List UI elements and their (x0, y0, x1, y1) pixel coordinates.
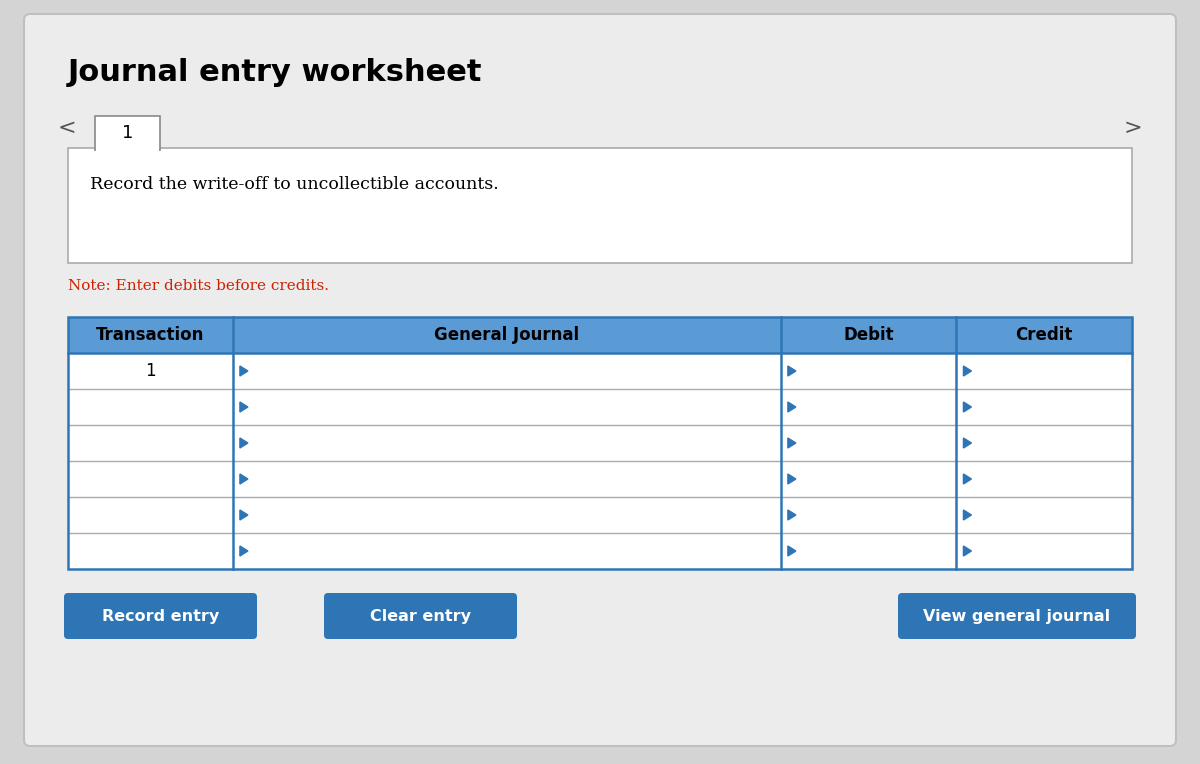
Text: Debit: Debit (844, 326, 894, 344)
Bar (68, 389, 1132, 425)
Polygon shape (788, 474, 796, 484)
FancyBboxPatch shape (68, 148, 1132, 263)
Polygon shape (788, 546, 796, 556)
FancyBboxPatch shape (898, 593, 1136, 639)
Polygon shape (964, 546, 972, 556)
Text: View general journal: View general journal (924, 608, 1110, 623)
Bar (68, 425, 1132, 461)
Polygon shape (240, 402, 248, 412)
Text: 1: 1 (122, 124, 133, 142)
Text: Transaction: Transaction (96, 326, 205, 344)
FancyBboxPatch shape (95, 116, 160, 150)
FancyBboxPatch shape (24, 14, 1176, 746)
Polygon shape (964, 402, 972, 412)
Text: General Journal: General Journal (434, 326, 580, 344)
Polygon shape (788, 510, 796, 520)
Polygon shape (240, 438, 248, 448)
Bar (96, 148, 158, 151)
Bar (68, 317, 1132, 353)
Text: >: > (1123, 118, 1142, 138)
Bar (68, 497, 1132, 533)
Text: <: < (58, 118, 77, 138)
Text: Note: Enter debits before credits.: Note: Enter debits before credits. (68, 279, 329, 293)
Bar (68, 317, 1132, 569)
Polygon shape (240, 474, 248, 484)
Text: Record entry: Record entry (102, 608, 220, 623)
Text: Journal entry worksheet: Journal entry worksheet (68, 58, 482, 87)
Bar (68, 533, 1132, 569)
Text: 1: 1 (145, 362, 156, 380)
Text: Clear entry: Clear entry (370, 608, 470, 623)
Bar (68, 353, 1132, 389)
Polygon shape (240, 546, 248, 556)
Polygon shape (964, 474, 972, 484)
Polygon shape (240, 510, 248, 520)
Polygon shape (964, 510, 972, 520)
Polygon shape (788, 402, 796, 412)
Text: Record the write-off to uncollectible accounts.: Record the write-off to uncollectible ac… (90, 176, 499, 193)
Polygon shape (240, 366, 248, 376)
Bar (68, 461, 1132, 497)
Polygon shape (788, 366, 796, 376)
Polygon shape (788, 438, 796, 448)
Polygon shape (964, 438, 972, 448)
FancyBboxPatch shape (64, 593, 257, 639)
Text: Credit: Credit (1015, 326, 1073, 344)
Polygon shape (964, 366, 972, 376)
FancyBboxPatch shape (324, 593, 517, 639)
